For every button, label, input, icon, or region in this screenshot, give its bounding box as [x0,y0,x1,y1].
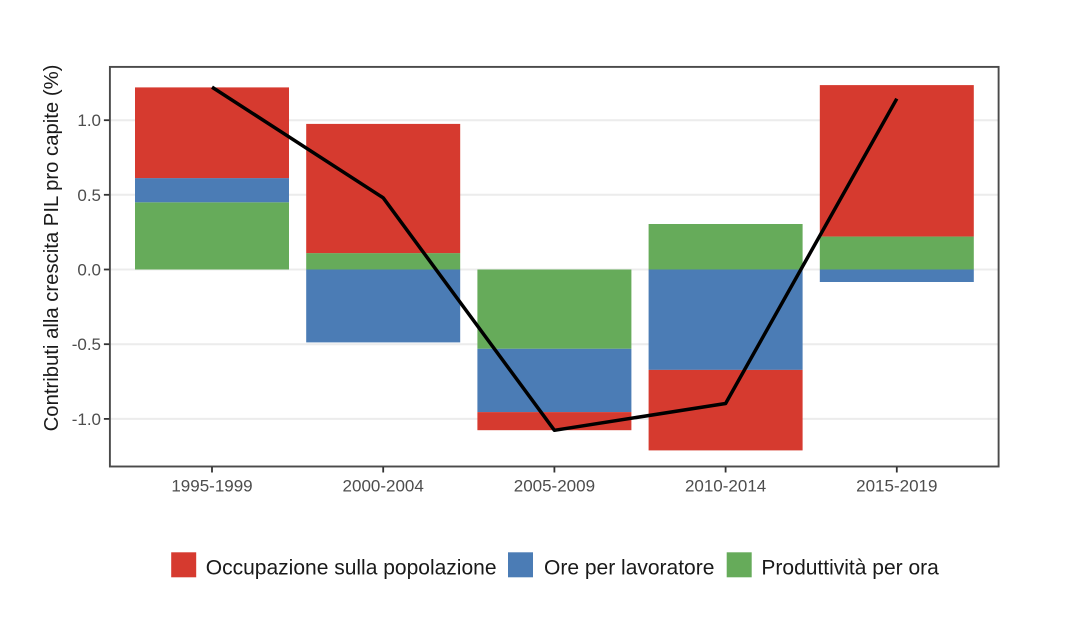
svg-text:2005-2009: 2005-2009 [514,477,595,496]
svg-text:2010-2014: 2010-2014 [685,477,766,496]
svg-text:Produttività per ora: Produttività per ora [761,556,939,579]
svg-text:-1.0: -1.0 [72,410,101,429]
svg-text:Ore per lavoratore: Ore per lavoratore [544,556,714,579]
svg-text:0.5: 0.5 [77,186,101,205]
svg-text:Occupazione sulla popolazione: Occupazione sulla popolazione [206,556,497,579]
svg-text:Contributi alla crescita PIL p: Contributi alla crescita PIL pro capite … [41,65,63,432]
svg-text:1.0: 1.0 [77,111,101,130]
svg-text:0.0: 0.0 [77,261,101,280]
svg-text:1995-1999: 1995-1999 [171,477,252,496]
svg-text:2000-2004: 2000-2004 [343,477,424,496]
svg-text:-0.5: -0.5 [72,335,101,354]
svg-text:2015-2019: 2015-2019 [856,477,937,496]
